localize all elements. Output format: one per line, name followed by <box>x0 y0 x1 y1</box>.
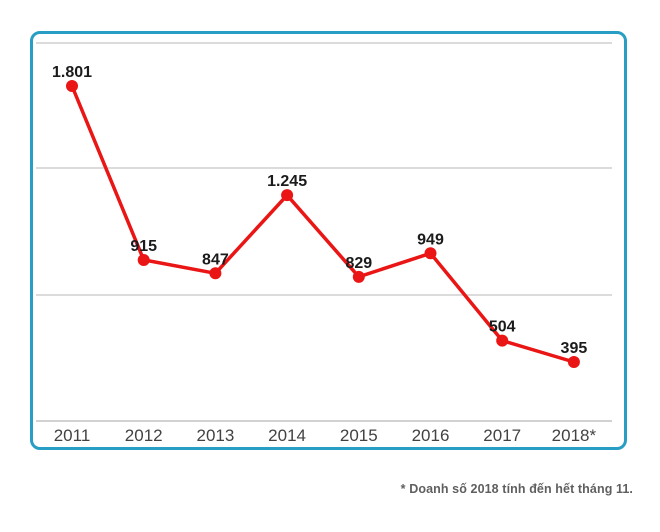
x-axis-label: 2014 <box>268 426 306 445</box>
data-point-label: 504 <box>489 319 516 336</box>
x-axis-label: 2015 <box>340 426 378 445</box>
x-axis-label: 2011 <box>54 426 91 445</box>
data-point <box>281 189 294 202</box>
data-point <box>352 270 365 283</box>
data-point <box>496 334 509 347</box>
line-chart: 1.801 2011 915 2012 847 2013 1.245 2014 829 2015 9… <box>36 42 612 445</box>
data-point <box>424 247 437 260</box>
x-axis-label: 2017 <box>483 426 521 445</box>
data-point <box>209 267 222 280</box>
data-point-label: 1.801 <box>52 64 92 81</box>
data-point-label: 829 <box>345 255 372 272</box>
x-axis-label: 2013 <box>196 426 234 445</box>
x-axis-label: 2016 <box>412 426 450 445</box>
data-point <box>567 356 580 369</box>
data-point-label: 395 <box>561 340 588 357</box>
footnote: * Doanh số 2018 tính đến hết tháng 11. <box>400 482 633 496</box>
data-point <box>137 253 150 266</box>
data-point-label: 847 <box>202 251 229 268</box>
x-axis-label: 2012 <box>125 426 163 445</box>
chart-card: 1.801 2011 915 2012 847 2013 1.245 2014 829 2015 9… <box>30 31 627 450</box>
data-point-label: 949 <box>417 231 444 248</box>
x-axis-label: 2018* <box>552 426 597 445</box>
data-point-label: 1.245 <box>267 173 307 190</box>
data-point-label: 915 <box>130 238 157 255</box>
series-line <box>70 84 576 364</box>
data-point <box>66 79 78 92</box>
